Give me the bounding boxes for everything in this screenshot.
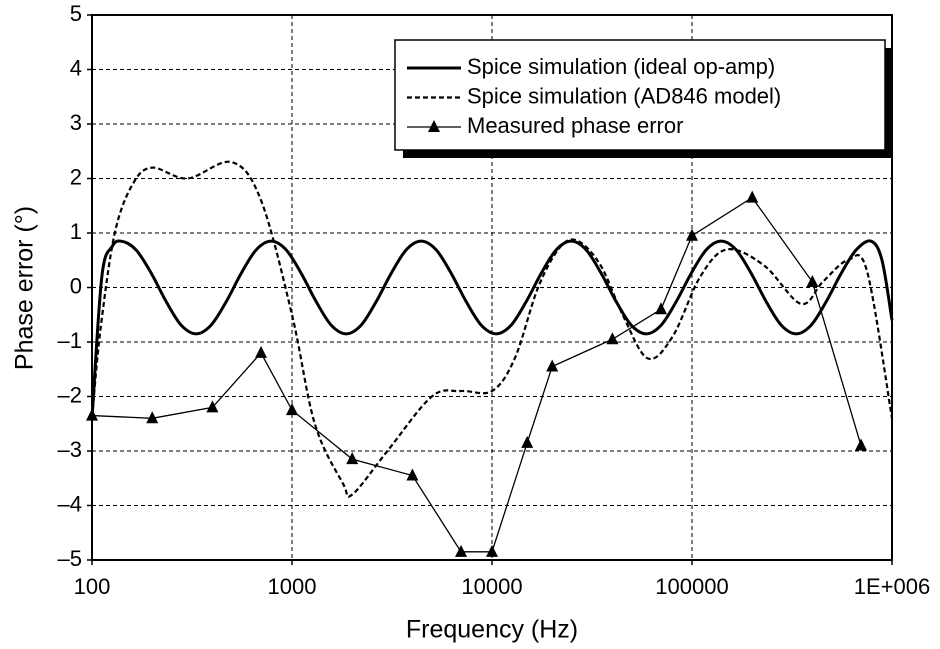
y-tick-label: –5 bbox=[58, 546, 82, 571]
marker bbox=[406, 468, 419, 481]
marker bbox=[286, 403, 298, 416]
series-line bbox=[90, 160, 894, 498]
x-tick-label: 10000 bbox=[461, 574, 522, 599]
series-line bbox=[90, 239, 894, 419]
marker bbox=[855, 438, 868, 451]
marker bbox=[146, 411, 159, 424]
x-tick-label: 1E+006 bbox=[854, 574, 930, 599]
series-line bbox=[91, 196, 862, 553]
y-tick-label: 1 bbox=[70, 219, 82, 244]
marker bbox=[806, 275, 819, 288]
x-tick-label: 100 bbox=[74, 574, 111, 599]
marker bbox=[206, 400, 219, 413]
legend-label: Spice simulation (AD846 model) bbox=[467, 83, 781, 108]
marker bbox=[686, 228, 698, 241]
y-tick-label: 5 bbox=[70, 1, 82, 26]
x-tick-label: 100000 bbox=[655, 574, 728, 599]
y-tick-label: –1 bbox=[58, 328, 82, 353]
marker bbox=[606, 332, 619, 345]
y-tick-label: 4 bbox=[70, 55, 82, 80]
y-tick-label: –2 bbox=[58, 382, 82, 407]
legend-box bbox=[394, 39, 886, 151]
x-axis-title: Frequency (Hz) bbox=[406, 616, 578, 644]
marker bbox=[746, 190, 759, 203]
marker bbox=[255, 345, 268, 358]
marker bbox=[546, 359, 559, 372]
y-tick-label: –4 bbox=[58, 491, 82, 516]
x-tick-label: 1000 bbox=[268, 574, 317, 599]
marker bbox=[655, 302, 668, 315]
marker bbox=[86, 408, 98, 421]
plot-frame bbox=[91, 14, 893, 561]
y-tick-label: –3 bbox=[58, 437, 82, 462]
marker bbox=[455, 544, 468, 557]
legend-marker bbox=[428, 120, 440, 132]
y-axis-title: Phase error (°) bbox=[11, 206, 39, 370]
y-tick-label: 2 bbox=[70, 164, 82, 189]
marker bbox=[346, 452, 359, 465]
marker bbox=[521, 435, 534, 448]
legend-label: Spice simulation (ideal op-amp) bbox=[467, 54, 775, 79]
marker bbox=[486, 544, 498, 557]
legend-label: Measured phase error bbox=[467, 113, 683, 138]
y-tick-label: 0 bbox=[70, 273, 82, 298]
y-tick-label: 3 bbox=[70, 110, 82, 135]
